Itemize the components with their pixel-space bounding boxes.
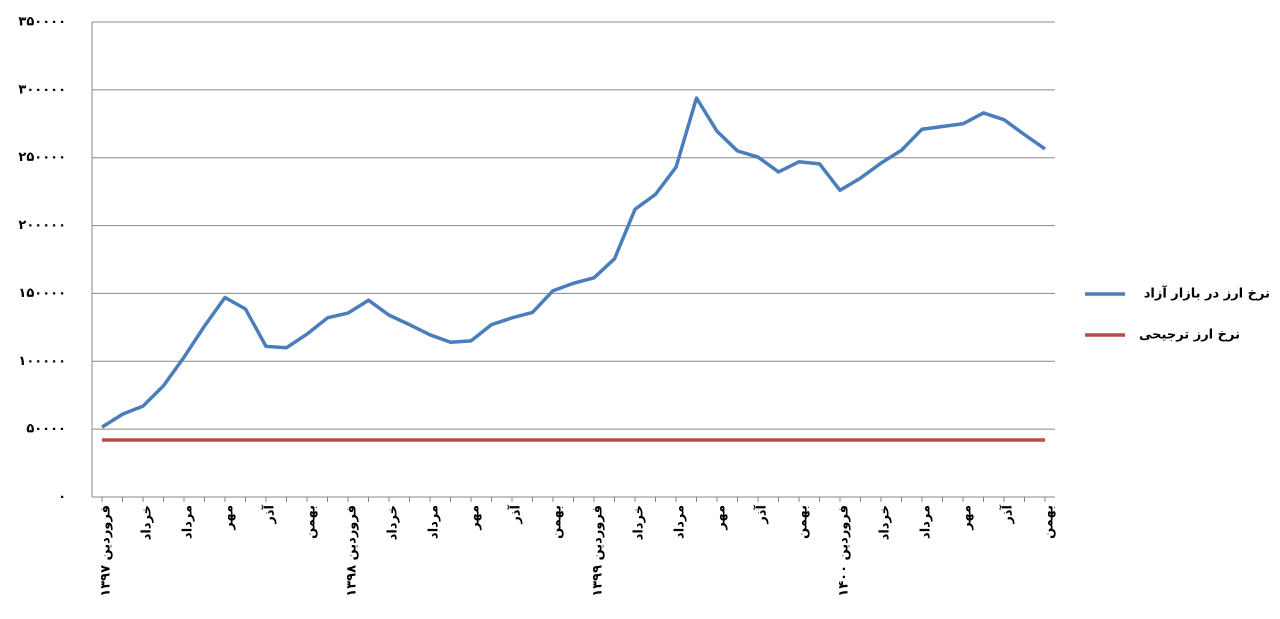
x-tick-label: بهمن: [304, 505, 319, 539]
legend-label: نرخ ارز ترجیحی: [1139, 328, 1240, 343]
x-tick-label: مهر: [468, 505, 483, 531]
x-tick-label: مهر: [960, 505, 975, 531]
y-tick-label: ۲۰۰۰۰۰: [18, 218, 66, 233]
y-tick-label: ۲۵۰۰۰۰: [18, 150, 66, 165]
x-tick-label: بهمن: [550, 505, 565, 539]
x-tick-label: خرداد: [140, 505, 155, 540]
x-tick-label: خرداد: [386, 505, 401, 540]
x-tick-label: آذر: [507, 504, 524, 524]
x-tick-label: بهمن: [796, 505, 811, 539]
x-tick-label: بهمن: [1042, 505, 1057, 539]
y-tick-label: ۳۰۰۰۰۰: [18, 82, 66, 97]
x-tick-label: فروردین ۱۴۰۰: [837, 505, 852, 597]
y-tick-label: ۳۵۰۰۰۰: [18, 15, 66, 30]
y-tick-label: ۵۰۰۰۰: [26, 422, 66, 437]
x-tick-label: مرداد: [919, 505, 934, 539]
x-tick-label: آذر: [261, 504, 278, 524]
x-tick-label: فروردین ۱۳۹۹: [591, 505, 606, 597]
x-tick-label: فروردین ۱۳۹۸: [345, 505, 360, 597]
x-tick-label: مرداد: [427, 505, 442, 539]
legend-label: نرخ ارز در بازار آزاد: [1144, 285, 1270, 302]
x-tick-label: فروردین ۱۳۹۷: [99, 505, 114, 597]
x-tick-label: مرداد: [673, 505, 688, 539]
x-tick-label: مهر: [714, 505, 729, 531]
y-tick-label: ۱۵۰۰۰۰: [18, 286, 66, 301]
series-line: [101, 96, 1046, 429]
x-tick-label: مرداد: [181, 505, 196, 539]
x-tick-label: خرداد: [878, 505, 893, 540]
x-tick-label: خرداد: [632, 505, 647, 540]
x-tick-label: آذر: [999, 504, 1016, 524]
x-tick-label: مهر: [222, 505, 237, 531]
y-tick-label: ۰: [58, 490, 66, 505]
y-tick-label: ۱۰۰۰۰۰: [18, 354, 66, 369]
x-tick-label: آذر: [753, 504, 770, 524]
